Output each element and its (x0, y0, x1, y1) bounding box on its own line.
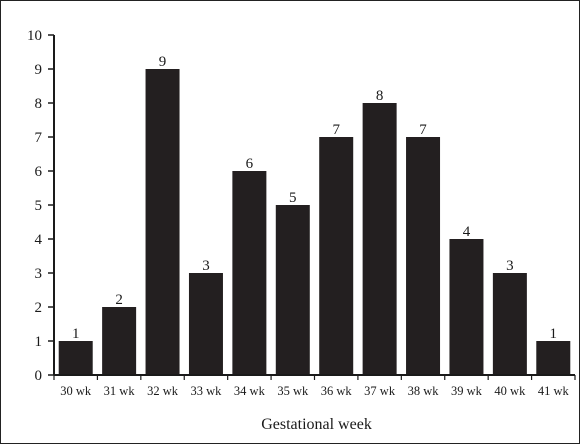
bar (362, 103, 397, 375)
bar-value-label: 2 (115, 292, 123, 308)
y-tick-label: 7 (35, 130, 43, 146)
x-tick-label: 36 wk (321, 384, 353, 398)
x-tick-label: 30 wk (60, 384, 92, 398)
bar (58, 341, 93, 375)
bar-value-label: 4 (463, 224, 471, 240)
bar (188, 273, 223, 375)
bar-value-label: 7 (419, 122, 427, 138)
x-tick-label: 39 wk (451, 384, 483, 398)
bar (449, 239, 484, 375)
bar (536, 341, 571, 375)
x-tick-label: 40 wk (494, 384, 526, 398)
x-tick-label: 37 wk (364, 384, 396, 398)
x-axis-title: Gestational week (261, 416, 372, 433)
bar-value-labels: 1 2 9 3 6 5 7 8 7 4 3 1 (72, 54, 557, 342)
y-tick-label: 4 (35, 232, 43, 248)
x-tick-label: 38 wk (408, 384, 440, 398)
bar-value-label: 8 (376, 88, 384, 104)
x-tick-label: 31 wk (104, 384, 136, 398)
bar (406, 137, 441, 375)
y-tick-label: 2 (35, 300, 43, 316)
x-tick-label: 35 wk (277, 384, 309, 398)
bar-value-label: 3 (506, 258, 514, 274)
y-tick-label: 1 (35, 334, 43, 350)
y-tick-label: 6 (35, 164, 43, 180)
x-tick-label: 41 wk (538, 384, 570, 398)
bar (145, 69, 180, 375)
y-tick-label: 9 (35, 62, 43, 78)
bar (232, 171, 267, 375)
bar (275, 205, 310, 375)
bar-value-label: 1 (550, 326, 558, 342)
bar (319, 137, 354, 375)
y-tick-label: 8 (35, 96, 43, 112)
bar-value-label: 6 (246, 156, 254, 172)
x-tick-label: 33 wk (191, 384, 223, 398)
x-tick-label: 34 wk (234, 384, 266, 398)
y-tick-label: 3 (35, 266, 43, 282)
x-axis: 30 wk 31 wk 32 wk 33 wk 34 wk 35 wk 36 wk 37 wk… (53, 374, 576, 398)
bar-value-label: 5 (289, 190, 297, 206)
bar (492, 273, 527, 375)
bar-value-label: 7 (332, 122, 340, 138)
bars-group (58, 69, 571, 375)
y-axis: 0 1 2 3 4 5 6 7 8 9 10 (27, 28, 55, 384)
y-tick-label: 5 (35, 198, 43, 214)
bar-value-label: 9 (159, 54, 167, 70)
x-tick-label: 32 wk (147, 384, 179, 398)
bar-value-label: 3 (202, 258, 210, 274)
y-tick-label: 0 (35, 368, 43, 384)
y-tick-label: 10 (27, 28, 42, 44)
bar-value-label: 1 (72, 326, 80, 342)
bar (102, 307, 137, 375)
